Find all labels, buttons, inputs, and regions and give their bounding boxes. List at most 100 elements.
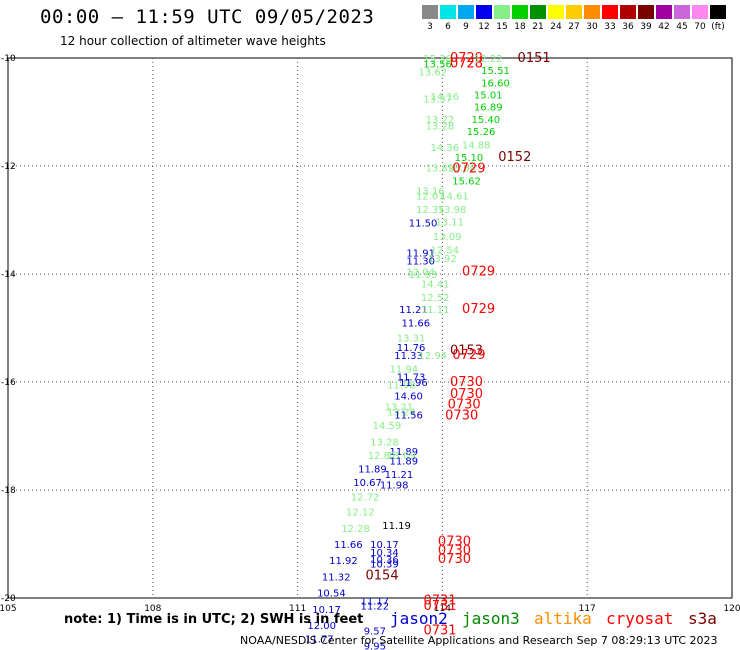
pass-time-label: 0152	[498, 150, 531, 165]
wave-height-label: 11.89	[389, 456, 418, 467]
legend-label: 45	[676, 22, 688, 32]
satellite-jason3: jason3	[462, 609, 520, 628]
wave-height-label: 15.10	[455, 153, 484, 164]
pass-time-label: 0729	[452, 162, 485, 177]
wave-height-label: 11.96	[399, 378, 428, 389]
y-tick-label: -18	[1, 486, 16, 496]
pass-time-label: 0731	[423, 599, 456, 614]
wave-height-label: 13.24	[387, 408, 416, 419]
wave-height-label: 12.07	[416, 192, 445, 203]
legend-swatch	[692, 5, 708, 19]
wave-height-label: 14.60	[394, 392, 423, 403]
x-tick-label: 117	[579, 604, 596, 614]
x-tick-label: 108	[144, 604, 161, 614]
wave-height-label: 13.09	[387, 451, 416, 462]
pass-time-label: 0730	[438, 552, 471, 567]
wave-height-label: 15.01	[474, 91, 503, 102]
chart-title: 00:00 – 11:59 UTC 09/05/2023	[40, 6, 375, 28]
wave-height-label: 13.68	[447, 164, 476, 175]
footer-note: note: 1) Time is in UTC; 2) SWH is in fe…	[64, 612, 364, 627]
wave-height-label: 11.93	[409, 270, 438, 281]
chart-subtitle: 12 hour collection of altimeter wave hei…	[60, 34, 326, 48]
wave-height-label: 14.88	[462, 140, 491, 151]
pass-time-label: 0151	[518, 51, 551, 66]
wave-height-label: 13.22	[426, 115, 455, 126]
legend-swatch	[530, 5, 546, 19]
pass-time-label: 0730	[448, 398, 481, 413]
wave-height-label: 15.26	[467, 127, 496, 138]
legend-label: (ft)	[711, 22, 725, 32]
legend-label: 30	[586, 22, 598, 32]
wave-height-label: 14.61	[440, 192, 469, 203]
legend-label: 24	[550, 22, 562, 32]
wave-height-label: 13.28	[426, 122, 455, 133]
x-tick-label: 114	[434, 604, 451, 614]
pass-time-label: 0728	[450, 56, 483, 71]
wave-height-label: 12.72	[351, 492, 380, 503]
legend-swatch	[440, 5, 456, 19]
wave-height-label: 13.16	[416, 186, 445, 197]
wave-height-label: 14.36	[430, 143, 459, 154]
pass-time-label: 0730	[450, 387, 483, 402]
legend-label: 42	[658, 22, 670, 32]
pass-time-label: 0154	[366, 568, 399, 583]
legend-swatch	[602, 5, 618, 19]
legend-label: 70	[694, 22, 706, 32]
wave-height-label: 12.04	[406, 267, 435, 278]
y-tick-label: -16	[1, 378, 16, 388]
wave-height-label: 13.92	[428, 254, 457, 265]
wave-height-label: 12.12	[346, 508, 375, 519]
wave-height-label: 10.17	[370, 540, 399, 551]
wave-height-label: 11.98	[387, 381, 416, 392]
legend-label: 18	[514, 22, 526, 32]
satellite-cryosat: cryosat	[606, 609, 674, 628]
wave-height-label: 13.28	[370, 437, 399, 448]
wave-height-label: 11.73	[397, 373, 426, 384]
legend-label: 39	[640, 22, 652, 32]
pass-time-label: 0730	[438, 543, 471, 558]
wave-height-label: 14.41	[421, 280, 450, 291]
wave-height-label: 16.60	[481, 78, 510, 89]
legend-label: 3	[427, 22, 433, 32]
wave-height-label: 11.94	[389, 365, 418, 376]
wave-height-label: 11.11	[421, 305, 450, 316]
legend-swatch	[548, 5, 564, 19]
legend-swatch	[638, 5, 654, 19]
pass-time-label: 0729	[452, 348, 485, 363]
wave-height-label: 14.16	[430, 92, 459, 103]
legend-label: 9	[463, 22, 469, 32]
wave-height-label: 11.22	[361, 602, 390, 613]
wave-height-label: 11.89	[389, 447, 418, 458]
wave-height-label: 11.91	[406, 248, 435, 259]
pass-time-label: 0729	[450, 51, 483, 66]
wave-height-label: 11.33	[394, 351, 423, 362]
wave-height-label: 13.89	[426, 164, 455, 175]
wave-height-label: 11.66	[402, 319, 431, 330]
satellite-altika: altika	[534, 609, 592, 628]
wave-height-label: 13.09	[433, 232, 462, 243]
wave-height-label: 11.66	[334, 540, 363, 551]
wave-height-label: 11.98	[380, 481, 409, 492]
y-tick-label: -20	[1, 594, 16, 604]
wave-height-label: 15.36	[423, 54, 452, 65]
legend-swatch	[458, 5, 474, 19]
wave-height-label: 13.98	[438, 205, 467, 216]
wave-height-label: 12.54	[430, 246, 459, 257]
wave-height-label: 11.77	[305, 635, 334, 646]
wave-height-label: 10.39	[370, 559, 399, 570]
wave-height-label: 11.32	[322, 572, 351, 583]
wave-height-label: 11.21	[399, 305, 428, 316]
legend-swatch	[512, 5, 528, 19]
wave-height-label: 12.94	[418, 351, 447, 362]
wave-height-label: 15.62	[452, 177, 481, 188]
wave-height-label: 13.31	[397, 334, 426, 345]
wave-height-label: 12.00	[307, 621, 336, 632]
wave-height-label: 10.36	[370, 555, 399, 566]
footer-credit: NOAA/NESDIS Center for Satellite Applica…	[240, 634, 718, 647]
pass-time-label: 0731	[423, 623, 456, 638]
legend-label: 36	[622, 22, 634, 32]
legend-swatch	[422, 5, 438, 19]
wave-height-label: 13.62	[418, 68, 447, 79]
legend-swatch	[656, 5, 672, 19]
legend-label: 33	[604, 22, 616, 32]
